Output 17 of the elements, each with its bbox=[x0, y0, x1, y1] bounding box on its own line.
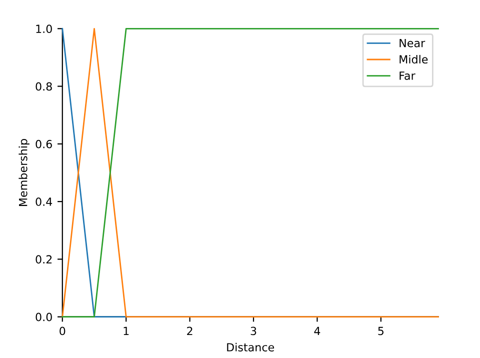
legend-label: Far bbox=[400, 72, 416, 80]
x-tick-label: 4 bbox=[314, 326, 320, 335]
x-tick-label: 3 bbox=[250, 326, 256, 336]
legend-label: Near bbox=[400, 38, 426, 48]
x-tick-label: 5 bbox=[378, 326, 384, 336]
y-tick-label: 0.0 bbox=[36, 312, 52, 322]
legend-label: Midle bbox=[400, 54, 428, 64]
x-axis-title: Distance bbox=[227, 342, 274, 352]
x-tick-label: 0 bbox=[60, 326, 66, 336]
y-tick-label: 0.2 bbox=[36, 255, 52, 264]
y-tick-label: 0.8 bbox=[36, 82, 52, 91]
y-tick-label: 1.0 bbox=[36, 24, 52, 34]
y-tick-label: 0.6 bbox=[36, 140, 52, 148]
x-tick-label: 1 bbox=[124, 326, 129, 335]
x-tick-label: 2 bbox=[187, 326, 192, 335]
y-axis-title: Membership bbox=[18, 139, 30, 206]
y-tick-label: 0.4 bbox=[36, 198, 52, 206]
